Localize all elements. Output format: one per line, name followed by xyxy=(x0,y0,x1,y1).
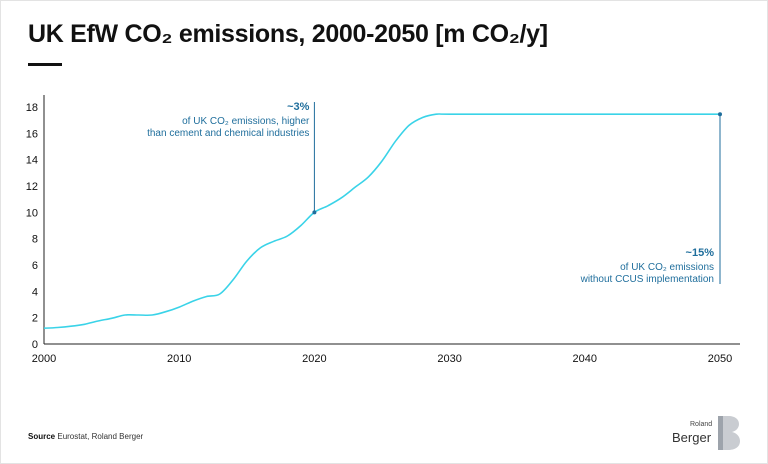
annotation-value: ~3% xyxy=(287,101,310,113)
annotation-point xyxy=(312,210,317,215)
annotation-text: without CCUS implementation xyxy=(580,274,714,285)
y-tick-label: 0 xyxy=(32,339,38,351)
x-tick-label: 2050 xyxy=(708,353,732,365)
logo-b-mark-icon xyxy=(718,416,740,450)
x-tick-label: 2040 xyxy=(573,353,597,365)
source-label: Source xyxy=(28,432,56,441)
annotation-text: of UK CO₂ emissions xyxy=(620,262,714,273)
y-tick-label: 10 xyxy=(26,207,38,219)
series-line xyxy=(43,113,720,329)
annotation-point xyxy=(718,112,722,117)
y-tick-label: 2 xyxy=(32,313,38,325)
source-note: Source Eurostat, Roland Berger xyxy=(28,432,143,441)
series-layer xyxy=(43,113,720,329)
annotation-value: ~15% xyxy=(686,247,715,259)
x-tick-label: 2020 xyxy=(302,353,326,365)
tick-labels: 0 2 4 6 8 10 12 14 16 18 2000 2010 2020 2030 2040 2050 xyxy=(26,102,732,365)
axes xyxy=(43,95,740,345)
title-underline xyxy=(28,63,62,66)
x-tick-label: 2010 xyxy=(167,353,191,365)
annotation-text: of UK CO₂ emissions, higher xyxy=(182,116,310,127)
logo-text-roland: Roland xyxy=(690,421,713,428)
x-tick-label: 2030 xyxy=(437,353,461,365)
y-tick-label: 12 xyxy=(26,181,38,193)
y-tick-label: 14 xyxy=(26,155,38,167)
y-tick-label: 4 xyxy=(32,286,38,298)
annotation-text: than cement and chemical industries xyxy=(147,128,309,139)
y-tick-label: 8 xyxy=(32,234,38,246)
y-tick-label: 6 xyxy=(32,260,38,272)
y-tick-label: 16 xyxy=(26,128,38,140)
chart-title: UK EfW CO₂ emissions, 2000-2050 [m CO₂/y… xyxy=(28,20,548,48)
x-tick-label: 2000 xyxy=(32,353,56,365)
roland-berger-logo: Roland Berger xyxy=(672,414,742,454)
source-text: Eurostat, Roland Berger xyxy=(57,432,144,441)
logo-text-berger: Berger xyxy=(672,430,712,445)
y-tick-label: 18 xyxy=(26,102,38,114)
